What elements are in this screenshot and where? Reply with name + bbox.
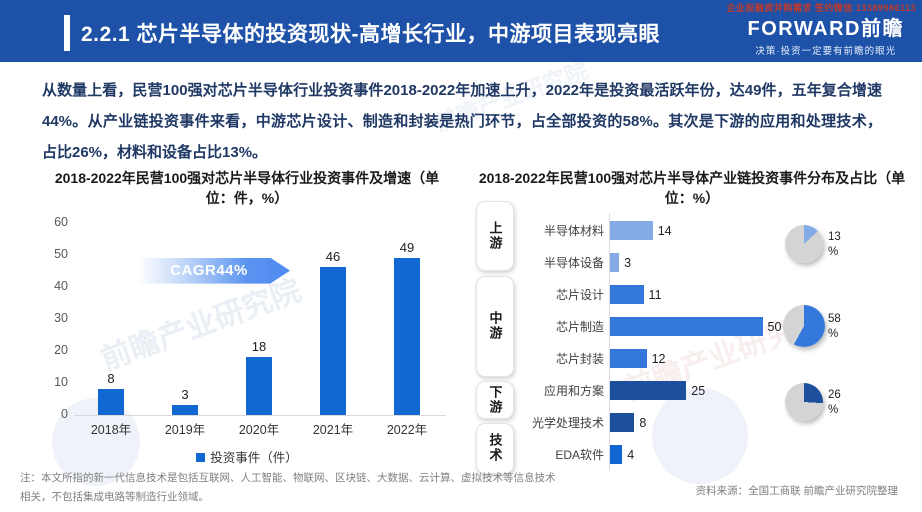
bar-cell: 3	[148, 387, 222, 415]
value-chain-chart: 2018-2022年民营100强对芯片半导体产业链投资事件分布及占比（单位：%）…	[466, 168, 918, 480]
category-label: 半导体设备	[543, 256, 604, 271]
source-note: 资料来源：全国工商联 前瞻产业研究院整理	[695, 485, 898, 497]
category-label: EDA软件	[555, 448, 604, 463]
left-chart-title: 2018-2022年民营100强对芯片半导体行业投资事件及增速（单位：件，%）	[54, 170, 440, 207]
bar	[98, 389, 124, 415]
title-accent-bar	[64, 15, 70, 51]
share-pie-label: 58 %	[828, 312, 841, 340]
x-axis-label: 2021年	[312, 422, 354, 437]
bar-value-label: 14	[657, 223, 672, 238]
slide-header: 企业投融资并购需求 签约微信 13389986113 2.2.1 芯片半导体的投…	[0, 0, 922, 62]
category-label: 应用和方案	[543, 384, 604, 399]
share-pie-3	[785, 382, 823, 421]
bar-cell: 49	[370, 240, 444, 415]
stage-box-2: 中游	[476, 275, 514, 377]
category-label: 半导体材料	[543, 224, 604, 239]
bar-value-label: 18	[251, 339, 267, 354]
category-row: 芯片封装 12	[524, 343, 916, 375]
category-row: 应用和方案 25	[524, 375, 916, 407]
category-row: 芯片制造 50	[524, 311, 916, 343]
x-axis-label: 2019年	[164, 422, 206, 437]
bar-value-label: 11	[648, 287, 662, 302]
bar-value-label: 8	[107, 371, 115, 386]
share-pie-2	[783, 304, 825, 347]
category-row: 半导体设备 3	[524, 247, 916, 279]
stage-box-1: 上游	[476, 200, 514, 271]
logo-text: FORWARD前瞻	[747, 17, 904, 40]
cagr-arrow: CAGR44%	[138, 257, 290, 284]
page-title: 2.2.1 芯片半导体的投资现状-高增长行业，中游项目表现亮眼	[81, 23, 661, 46]
bars-row: 8 3 18 46 49	[74, 215, 444, 415]
bar	[610, 253, 620, 273]
y-axis-tick: 30	[54, 310, 68, 325]
right-chart-plot: 上游 中游 下游 技术 半导体材料 14 半导体设备 3 芯片设计 11 芯片制造 50 芯片封装 12 应…	[466, 200, 918, 480]
y-axis-tick: 50	[54, 246, 68, 261]
footnote: 注：本文所指的新一代信息技术是包括互联网、人工智能、物联网、区块链、大数据、云计…	[20, 472, 556, 504]
category-row: EDA软件 4	[524, 439, 916, 471]
share-pie-label: 26 %	[828, 388, 841, 416]
bar-value-label: 49	[399, 239, 415, 255]
x-axis-label: 2018年	[90, 422, 132, 437]
stage-box-3: 下游	[476, 380, 514, 419]
bar-value-label: 3	[624, 255, 632, 270]
left-chart-legend: 投资事件（件）	[38, 447, 456, 466]
y-axis-line	[609, 212, 610, 471]
bar	[610, 349, 647, 369]
cagr-label: CAGR44%	[170, 262, 248, 280]
legend-label: 投资事件（件）	[210, 450, 298, 465]
bar-cell: 8	[74, 371, 148, 415]
right-chart-title: 2018-2022年民营100强对芯片半导体产业链投资事件分布及占比（单位：%）	[478, 170, 906, 207]
contact-note: 企业投融资并购需求 签约微信 13389986113	[726, 3, 916, 13]
bar-value-label: 25	[691, 383, 706, 398]
bar-value-label: 50	[767, 319, 782, 334]
bar-cell: 46	[296, 249, 370, 415]
bar	[610, 413, 635, 433]
bar-value-label: 3	[181, 387, 189, 402]
bar	[320, 267, 346, 415]
bar	[394, 257, 420, 415]
bar-value-label: 46	[325, 249, 341, 265]
share-pie-label: 13 %	[828, 230, 841, 258]
legend-marker	[196, 452, 206, 462]
category-rows: 半导体材料 14 半导体设备 3 芯片设计 11 芯片制造 50 芯片封装 12 应用和方案 25 光学…	[524, 215, 916, 471]
stage-box-4: 技术	[476, 422, 514, 474]
forward-logo: FORWARD前瞻 决策·投资一定要有前瞻的眼光	[748, 12, 904, 57]
logo-tagline: 决策·投资一定要有前瞻的眼光	[755, 45, 897, 57]
investment-events-chart: 2018-2022年民营100强对芯片半导体行业投资事件及增速（单位：件，%） …	[38, 168, 456, 474]
left-chart-plot: 0 10 20 30 40 50 60 8 3 18 46 49 2018年 2019年 2020年 2021…	[38, 215, 456, 443]
x-axis-labels: 2018年 2019年 2020年 2021年 2022年	[74, 419, 444, 438]
y-axis-tick: 40	[54, 278, 68, 293]
share-pie-1	[785, 224, 823, 263]
x-axis-label: 2022年	[386, 422, 428, 437]
y-axis-tick: 60	[54, 214, 68, 229]
bar-value-label: 4	[627, 447, 635, 462]
bar-cell: 18	[222, 339, 296, 415]
x-axis-label: 2020年	[238, 422, 280, 437]
intro-paragraph: 从数量上看，民营100强对芯片半导体行业投资事件2018-2022年加速上升，2…	[42, 82, 882, 161]
category-label: 芯片封装	[555, 352, 604, 367]
y-axis-tick: 0	[61, 406, 68, 421]
category-row: 光学处理技术 8	[524, 407, 916, 439]
bar	[172, 405, 198, 415]
bar	[610, 285, 644, 305]
x-axis-line	[74, 414, 446, 416]
y-axis-tick: 10	[54, 374, 68, 389]
bar	[610, 381, 687, 401]
bar	[246, 357, 272, 415]
category-row: 芯片设计 11	[524, 279, 916, 311]
bar-value-label: 8	[639, 415, 647, 430]
bar	[610, 445, 623, 465]
y-axis-tick: 20	[54, 342, 68, 357]
category-row: 半导体材料 14	[524, 215, 916, 247]
bar	[610, 317, 763, 337]
category-label: 芯片制造	[555, 320, 604, 335]
bar-value-label: 12	[651, 351, 666, 366]
bar	[610, 221, 653, 241]
category-label: 芯片设计	[555, 288, 604, 303]
category-label: 光学处理技术	[531, 416, 604, 431]
title-wrap: 2.2.1 芯片半导体的投资现状-高增长行业，中游项目表现亮眼	[64, 15, 660, 51]
